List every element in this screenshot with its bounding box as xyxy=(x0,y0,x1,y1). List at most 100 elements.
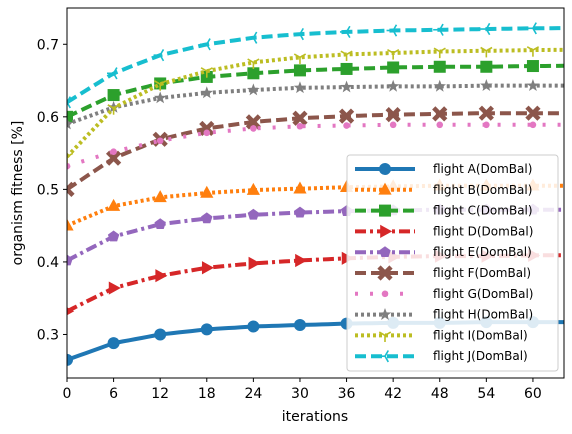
legend-label: flight F(DomBal) xyxy=(433,266,531,280)
series-j-line xyxy=(67,26,564,104)
series-g-point xyxy=(343,122,350,129)
legend-label: flight E(DomBal) xyxy=(433,245,532,259)
series-d-point xyxy=(67,307,75,316)
series-g-point xyxy=(203,129,211,137)
legend-label: flight J(DomBal) xyxy=(433,349,528,363)
y-tick-label: 0.7 xyxy=(37,37,59,53)
series-a-point xyxy=(154,328,167,341)
legend-entry-b: flight B(DomBal) xyxy=(355,182,532,197)
legend-entry-i: flight I(DomBal) xyxy=(355,328,528,342)
legend-entry-d: flight D(DomBal) xyxy=(355,224,533,238)
legend-label: flight H(DomBal) xyxy=(433,308,533,322)
series-g-point xyxy=(67,162,71,170)
series-g-point xyxy=(389,121,397,129)
series-c-point xyxy=(387,61,400,74)
series-j-point xyxy=(339,25,351,39)
y-tick-label: 0.3 xyxy=(37,327,59,343)
y-tick-label: 0.5 xyxy=(37,182,59,198)
legend-swatch-marker xyxy=(380,224,393,238)
series-g-point xyxy=(110,148,117,155)
series-h-point xyxy=(67,117,74,130)
series-c-point xyxy=(433,60,446,73)
series-f-point xyxy=(105,150,122,166)
y-axis-label: organism fitness [%] xyxy=(10,121,26,266)
series-c-point xyxy=(107,89,120,102)
series-e-point xyxy=(247,208,260,220)
series-h-point xyxy=(340,80,353,93)
series-j-point xyxy=(386,24,398,37)
x-tick-label: 24 xyxy=(244,386,262,402)
x-tick-label: 36 xyxy=(338,386,356,402)
legend-label: flight G(DomBal) xyxy=(433,287,534,301)
legend-entry-j: flight J(DomBal) xyxy=(355,349,528,363)
series-c-point xyxy=(293,64,306,77)
series-e-point xyxy=(294,206,306,218)
series-i-point xyxy=(200,67,213,78)
series-b-point xyxy=(153,190,167,203)
series-a-point xyxy=(67,353,73,366)
legend-swatch-marker xyxy=(378,350,389,363)
series-i-point xyxy=(247,58,260,70)
series-f-point xyxy=(525,105,541,121)
series-d-point xyxy=(295,253,308,268)
series-f-point xyxy=(199,120,215,137)
series-a-point xyxy=(107,337,120,350)
series-e-point xyxy=(154,218,166,230)
series-f-point xyxy=(292,110,308,126)
series-h-point xyxy=(293,81,307,94)
x-tick-label: 6 xyxy=(109,386,118,402)
series-f-point xyxy=(478,105,494,121)
legend-swatch-marker xyxy=(377,265,393,281)
x-tick-label: 60 xyxy=(524,386,542,402)
series-i-point xyxy=(154,80,167,91)
series-c-point xyxy=(67,110,73,123)
x-tick-label: 42 xyxy=(384,386,402,402)
x-tick-label: 30 xyxy=(291,386,309,402)
x-tick-label: 48 xyxy=(431,386,449,402)
series-e-point xyxy=(201,212,213,224)
series-g-point xyxy=(156,137,164,145)
x-tick-label: 18 xyxy=(198,386,216,402)
series-h-point xyxy=(153,91,167,104)
series-c-point xyxy=(480,60,493,73)
series-h-point xyxy=(386,79,400,92)
series-h-point xyxy=(526,79,540,91)
series-c-point xyxy=(247,67,260,80)
series-g xyxy=(67,121,564,170)
y-tick-label: 0.4 xyxy=(37,255,59,271)
series-f xyxy=(67,105,564,197)
series-j-point xyxy=(106,67,118,80)
series-b-point xyxy=(246,182,260,195)
series-i-line xyxy=(67,47,564,159)
legend-swatch-marker xyxy=(378,331,392,342)
x-tick-label: 54 xyxy=(477,386,495,402)
series-b-line xyxy=(67,183,564,228)
series-f-point xyxy=(245,114,261,130)
series-f-point xyxy=(67,181,75,197)
series-j-point xyxy=(153,49,165,62)
series-j-point xyxy=(67,96,71,109)
legend-label: flight C(DomBal) xyxy=(433,204,533,218)
series-b-point xyxy=(293,181,307,194)
legend-label: flight D(DomBal) xyxy=(433,224,533,238)
series-a-point xyxy=(200,323,213,336)
series-j-point xyxy=(246,31,258,44)
series-g-point xyxy=(483,121,490,129)
series-j xyxy=(67,22,564,109)
series-f-point xyxy=(385,107,401,123)
series-i-point xyxy=(433,47,446,59)
legend: flight A(DomBal) flight B(DomBal) flight C… xyxy=(346,154,559,372)
series-h-point xyxy=(480,79,493,91)
legend-swatch-marker xyxy=(378,182,392,195)
series-j-point xyxy=(293,28,304,41)
legend-swatch-marker xyxy=(379,204,391,217)
axes: 0 6 12 18 24 30 36 42 48 54 60 0.3 0.4 0.5 0.6 0.7 xyxy=(37,37,542,402)
series-h-point xyxy=(200,86,214,99)
series-a-point xyxy=(247,320,260,333)
series-d-point xyxy=(201,261,214,275)
series-j-point xyxy=(526,22,537,35)
series-i-point xyxy=(340,50,353,62)
series-b-point xyxy=(67,218,74,231)
y-tick-label: 0.6 xyxy=(37,110,59,126)
series-a-point xyxy=(293,319,306,332)
